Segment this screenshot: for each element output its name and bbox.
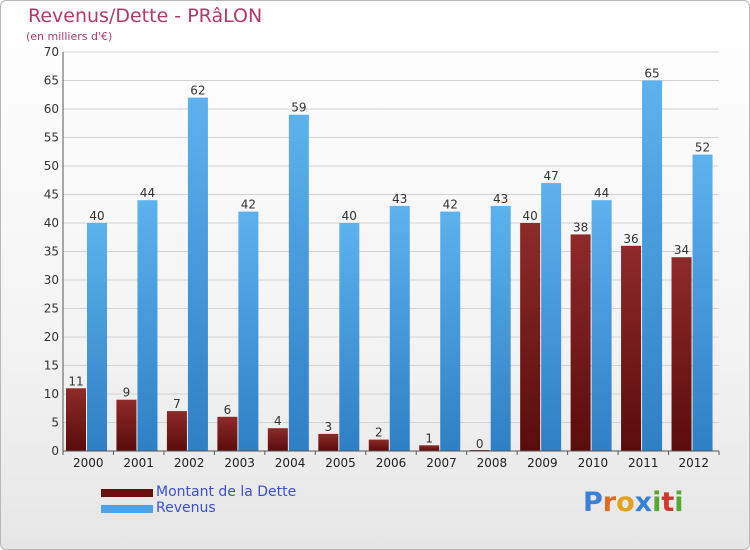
y-tick-label: 55 [44,131,59,145]
bar-dette-2004 [267,428,288,451]
bar-revenus-2001 [137,200,158,451]
data-label-bar-dette-2009: 40 [523,209,538,223]
chart-title: Revenus/Dette - PRâLON [28,5,263,27]
x-tick-label: 2003 [224,456,255,470]
data-label-bar-dette-2008: 0 [476,437,484,451]
logo-letter: i [652,487,662,518]
y-tick-label: 60 [44,102,59,116]
y-tick-label: 35 [44,245,59,259]
chart-subtitle: (en milliers d'€) [26,30,113,43]
x-tick-label: 2002 [174,456,205,470]
y-tick-label: 50 [44,159,59,173]
bar-dette-2006 [368,439,389,451]
y-tick-label: 25 [44,302,59,316]
x-tick-label: 2001 [123,456,154,470]
bar-dette-2011 [621,245,642,451]
data-label-bar-dette-2006: 2 [375,426,383,440]
legend-swatch-dette [101,489,153,497]
y-tick-label: 40 [44,216,59,230]
bar-dette-2000 [66,388,86,451]
x-tick-label: 2000 [73,456,104,470]
logo-letter: i [674,487,684,518]
bar-chart: 1140944762642459340243142043404738443665… [44,45,720,470]
x-tick-label: 2009 [527,456,558,470]
y-tick-label: 65 [44,74,59,88]
data-label-bar-revenus-2010: 44 [594,186,609,200]
x-tick-label: 2010 [578,456,609,470]
bar-dette-2009 [520,223,541,451]
logo-letter: x [634,487,653,518]
x-tick-label: 2008 [477,456,508,470]
logo-letter: o [616,487,635,518]
data-label-bar-dette-2005: 3 [324,420,332,434]
y-tick-label: 0 [51,444,59,458]
data-label-bar-dette-2007: 1 [425,431,433,445]
data-label-bar-revenus-2002: 62 [190,84,205,98]
data-label-bar-revenus-2004: 59 [291,101,306,115]
bar-dette-2002 [166,411,187,451]
data-label-bar-revenus-2008: 43 [493,192,508,206]
y-tick-label: 20 [44,330,59,344]
data-label-bar-revenus-2012: 52 [695,141,710,155]
data-label-bar-revenus-2005: 40 [342,209,357,223]
bar-revenus-2000 [87,223,107,451]
legend-label-dette: Montant de la Dette [156,484,297,500]
bar-dette-2003 [217,416,238,451]
y-tick-label: 70 [44,45,59,59]
logo-letter: t [661,487,675,518]
bar-revenus-2011 [642,80,663,451]
data-label-bar-dette-2010: 38 [573,220,588,234]
y-tick-label: 45 [44,188,59,202]
y-tick-label: 10 [44,387,59,401]
logo-letter: r [602,487,617,518]
data-label-bar-revenus-2000: 40 [89,209,104,223]
bar-dette-2005 [318,433,339,451]
proxiti-logo: Proxiti [583,487,684,518]
data-label-bar-revenus-2007: 42 [443,198,458,212]
bar-revenus-2008 [490,205,511,451]
data-label-bar-dette-2000: 11 [68,374,83,388]
data-label-bar-dette-2002: 7 [173,397,181,411]
data-label-bar-revenus-2009: 47 [544,169,559,183]
data-label-bar-dette-2001: 9 [123,386,131,400]
data-label-bar-dette-2003: 6 [224,403,232,417]
y-tick-label: 5 [51,416,59,430]
bar-revenus-2009 [541,183,562,451]
data-label-bar-revenus-2003: 42 [241,198,256,212]
x-tick-label: 2012 [678,456,709,470]
bar-dette-2012 [671,257,692,451]
x-tick-label: 2005 [325,456,356,470]
x-tick-label: 2004 [275,456,306,470]
y-tick-label: 30 [44,273,59,287]
bar-revenus-2012 [692,154,713,451]
bar-revenus-2004 [288,114,309,451]
data-label-bar-revenus-2001: 44 [140,186,155,200]
data-label-bar-dette-2004: 4 [274,414,282,428]
data-label-bar-revenus-2006: 43 [392,192,407,206]
y-tick-label: 15 [44,359,59,373]
data-label-bar-revenus-2011: 65 [644,67,659,81]
bar-dette-2010 [570,234,591,451]
data-label-bar-dette-2012: 34 [674,243,689,257]
bars-layer: 11 40 9 44 7 62 6 42 4 59 3 40 2 43 1 42 0 43 40 47 38 44 36 65… [66,67,713,451]
x-tick-label: 2007 [426,456,457,470]
bar-revenus-2005 [339,223,360,451]
bar-revenus-2010 [591,200,612,451]
x-tick-label: 2006 [376,456,407,470]
bar-revenus-2006 [389,205,410,451]
bar-dette-2001 [116,399,137,451]
bar-revenus-2002 [187,97,208,451]
data-label-bar-dette-2011: 36 [623,232,638,246]
bar-dette-2007 [419,445,440,451]
legend-label-revenus: Revenus [156,500,216,516]
logo-letter: P [583,487,603,518]
legend-swatch-revenus [101,505,153,513]
bar-revenus-2003 [238,211,259,451]
bar-revenus-2007 [440,211,461,451]
x-tick-label: 2011 [628,456,659,470]
